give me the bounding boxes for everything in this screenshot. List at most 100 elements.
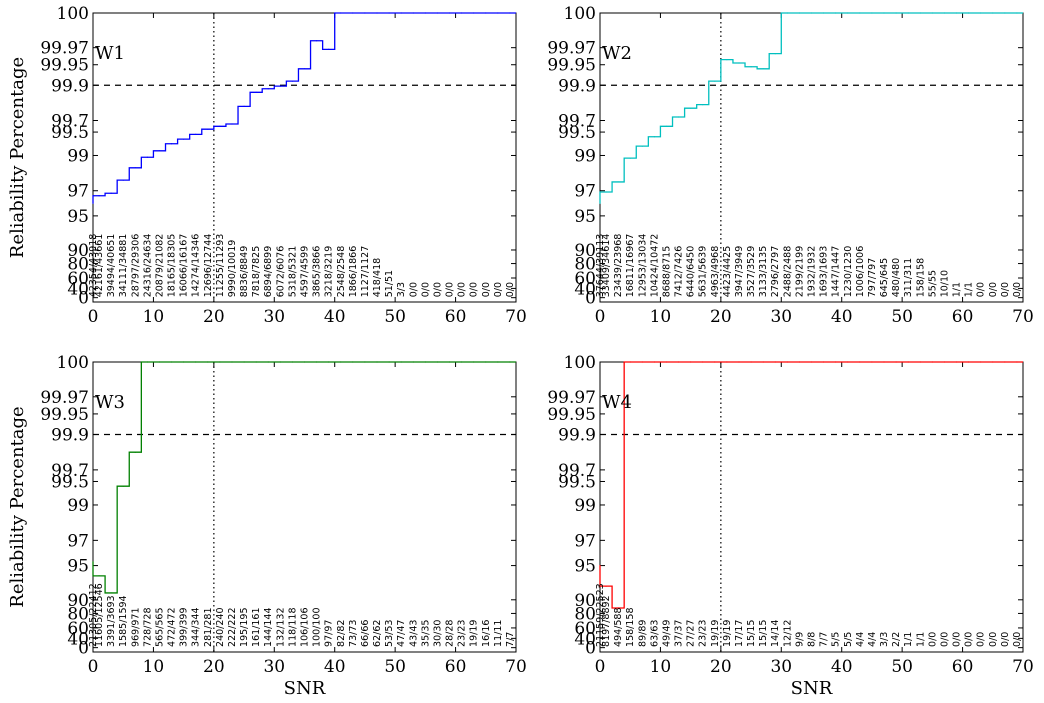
count-label: 42161/43661 <box>94 234 105 298</box>
data-point <box>461 12 463 14</box>
data-point <box>279 85 281 87</box>
y-tick-label: 40 <box>67 629 89 649</box>
count-label: 2796/2797 <box>770 246 781 298</box>
data-point <box>92 561 94 563</box>
count-label: 37/37 <box>674 620 685 647</box>
y-tick-label: 90 <box>67 591 89 611</box>
x-axis-label: SNR <box>791 678 833 699</box>
count-label: 195/195 <box>239 607 250 646</box>
count-label: 0/0 <box>1000 632 1011 647</box>
data-point <box>702 361 704 363</box>
count-label: 34111/34881 <box>118 234 129 298</box>
data-point <box>980 12 982 14</box>
data-point <box>412 361 414 363</box>
count-label: 281/281 <box>203 607 214 646</box>
data-point <box>146 361 148 363</box>
data-point <box>364 361 366 363</box>
data-point <box>822 12 825 14</box>
count-label: 3391/3693 <box>106 595 117 647</box>
panel-title: W2 <box>602 43 632 64</box>
data-point <box>170 143 173 145</box>
y-tick-label: 95 <box>574 207 596 227</box>
data-point <box>786 361 788 363</box>
x-tick-label: 20 <box>710 307 732 327</box>
y-tick-label: 99.95 <box>547 405 596 425</box>
data-point <box>605 585 607 587</box>
data-point <box>424 361 426 363</box>
count-label: 1127/1127 <box>360 246 371 298</box>
y-tick-label: 99.7 <box>51 461 89 481</box>
count-label: 0/0 <box>420 282 431 297</box>
count-label: 3133/3135 <box>758 246 769 298</box>
data-point <box>340 361 342 363</box>
count-label: 12/12 <box>782 620 793 647</box>
count-label: 1/1 <box>952 282 963 297</box>
y-axis-label: Reliability Percentage <box>7 57 28 258</box>
y-tick-label: 0 <box>78 639 89 659</box>
y-tick-label: 99.9 <box>558 426 596 446</box>
count-label: 494/588 <box>613 607 624 646</box>
data-point <box>931 12 933 14</box>
count-label: 0/0 <box>1012 282 1023 297</box>
data-point <box>183 361 185 363</box>
count-label: 8836/8849 <box>239 246 250 298</box>
count-label: 89/89 <box>637 620 648 647</box>
count-label: 0/0 <box>976 632 987 647</box>
axes-frame <box>599 361 1024 653</box>
data-point <box>690 361 692 363</box>
x-tick-label: 40 <box>324 657 346 677</box>
count-label: 82/82 <box>336 620 347 647</box>
count-label: 0/0 <box>1000 282 1011 297</box>
x-tick-label: 10 <box>650 657 672 677</box>
y-tick-label: 95 <box>67 207 89 227</box>
count-label: 480/480 <box>891 258 902 297</box>
data-point <box>473 361 475 363</box>
data-point <box>509 12 511 14</box>
count-label: 4597/4599 <box>300 246 311 298</box>
y-tick-label: 0 <box>78 289 89 309</box>
data-point <box>98 195 100 197</box>
chart-panel-w1: 0 10 20 30 40 50 60 7004060809095979999.599.799… <box>7 4 527 327</box>
count-label: 33409/34614 <box>601 234 612 298</box>
data-point <box>677 116 680 118</box>
data-point <box>907 361 909 363</box>
count-label: 7412/7426 <box>674 246 685 298</box>
data-point <box>376 361 378 363</box>
count-label: 1693/1693 <box>819 246 830 298</box>
data-point <box>895 12 897 14</box>
x-tick-label: 10 <box>143 657 165 677</box>
count-label: 73/73 <box>348 620 359 647</box>
y-tick-label: 99.97 <box>547 39 596 59</box>
y-tick-label: 60 <box>574 269 596 289</box>
data-point <box>992 361 994 363</box>
x-tick-label: 0 <box>595 657 606 677</box>
count-label: 37644/39113 <box>595 234 606 298</box>
data-point <box>207 361 209 363</box>
data-point <box>328 48 330 50</box>
data-point <box>267 361 269 363</box>
count-label: 2548/2548 <box>336 246 347 298</box>
y-tick-label: 99 <box>574 146 596 166</box>
y-tick-label: 97 <box>574 531 596 551</box>
data-point <box>883 12 885 14</box>
y-tick-label: 100 <box>564 353 596 373</box>
data-point <box>146 156 148 158</box>
data-point <box>968 12 970 14</box>
data-point <box>599 564 601 567</box>
data-point <box>750 66 752 68</box>
y-tick-label: 99.5 <box>51 472 89 492</box>
count-label: 0/0 <box>952 632 963 647</box>
count-label: 15/15 <box>758 620 769 647</box>
data-point <box>955 12 958 14</box>
data-point <box>931 361 933 363</box>
data-point <box>195 361 197 363</box>
count-label: 3/3 <box>396 282 407 297</box>
data-point <box>738 361 740 363</box>
count-label: 728/728 <box>142 607 153 646</box>
data-point <box>255 361 257 363</box>
count-label: 10424/10472 <box>649 234 660 298</box>
count-label: 797/797 <box>867 258 878 297</box>
data-point <box>738 62 740 64</box>
y-tick-label: 99.7 <box>558 461 596 481</box>
count-label: 8197/8892 <box>601 595 612 647</box>
